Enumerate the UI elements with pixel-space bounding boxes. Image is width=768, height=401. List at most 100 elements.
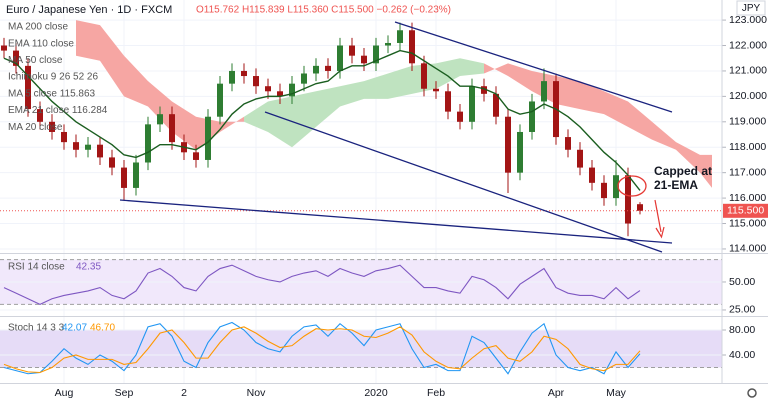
candle-body xyxy=(73,142,79,150)
highlight-ellipse xyxy=(617,175,647,197)
ichimoku-cloud xyxy=(340,81,364,107)
candle-body xyxy=(469,86,475,122)
indicator-line xyxy=(3,321,641,375)
arrow-head xyxy=(655,226,665,239)
candle-body xyxy=(385,42,391,46)
stoch-d-value: 46.70 xyxy=(90,323,115,334)
candle-body xyxy=(505,116,511,173)
stoch-k-value: 42.07 xyxy=(62,323,87,334)
candle-body xyxy=(373,45,379,64)
candle-body xyxy=(433,88,439,92)
ichimoku-cloud xyxy=(556,76,580,110)
candle-body xyxy=(13,50,19,66)
ichimoku-cloud xyxy=(436,58,460,89)
candle-body xyxy=(481,86,487,94)
candle-body xyxy=(217,83,223,117)
candle-body xyxy=(325,65,331,71)
y-tick-label: 116.000 xyxy=(729,192,766,204)
x-tick-label: Sep xyxy=(115,387,134,399)
x-tick-label: 2020 xyxy=(364,387,388,399)
candle-body xyxy=(637,204,643,211)
y-tick-label: 25.00 xyxy=(729,304,755,316)
ichimoku-cloud xyxy=(76,20,100,61)
indicator-legend-item: MA 50 close xyxy=(8,55,63,66)
y-tick-label: 40.00 xyxy=(729,349,755,361)
y-tick-label: 123.000 xyxy=(729,14,767,26)
candle-body xyxy=(145,124,151,163)
indicator-legend-item: EMA 110 close xyxy=(8,38,74,49)
y-tick-label: 117.000 xyxy=(729,166,766,178)
ichimoku-cloud xyxy=(604,91,628,127)
candle-body xyxy=(193,152,199,160)
candle-body xyxy=(541,81,547,102)
y-tick-label: 80.00 xyxy=(729,324,755,336)
indicator-legend-item: EMA 21 close 116.284 xyxy=(8,105,108,116)
indicator-legend-item: MA 20 close xyxy=(8,122,63,133)
candle-body xyxy=(133,162,139,188)
ohlc-readout: O115.762 H115.839 L115.360 C115.500 −0.2… xyxy=(196,5,451,16)
annotation-line: 21-EMA xyxy=(654,178,698,192)
candle-body xyxy=(277,91,283,97)
ichimoku-cloud xyxy=(676,142,700,173)
candle-body xyxy=(49,121,55,132)
ichimoku-cloud xyxy=(460,58,484,77)
candle-body xyxy=(337,45,343,71)
indicator-legend-item: MA 5 close 115.863 xyxy=(8,88,96,99)
candle-body xyxy=(589,167,595,183)
x-tick-label: May xyxy=(606,387,627,399)
candle-body xyxy=(625,175,631,224)
y-tick-label: 115.000 xyxy=(729,217,766,229)
candle-body xyxy=(349,45,355,56)
candle-body xyxy=(169,114,175,143)
y-tick-label: 114.000 xyxy=(729,243,766,255)
last-price-label: 115.500 xyxy=(727,205,764,217)
candle-body xyxy=(313,65,319,74)
stoch-title: Stoch 14 3 3 xyxy=(8,323,65,334)
candle-body xyxy=(121,167,127,188)
ichimoku-cloud xyxy=(220,116,244,132)
ichimoku-cloud xyxy=(316,86,340,127)
candle-body xyxy=(361,55,367,64)
ichimoku-cloud xyxy=(700,154,712,188)
candle-body xyxy=(265,86,271,92)
candle-body xyxy=(253,76,259,87)
y-tick-label: 121.000 xyxy=(729,65,767,77)
candle-body xyxy=(97,144,103,158)
x-tick-label: Feb xyxy=(427,387,445,399)
candle-body xyxy=(61,131,67,143)
candle-body xyxy=(241,70,247,77)
rsi-value: 42.35 xyxy=(76,262,101,273)
channel-bottom-line xyxy=(264,111,663,253)
candle-body xyxy=(37,109,43,122)
x-tick-label: Apr xyxy=(548,387,565,399)
currency-label: JPY xyxy=(742,3,761,14)
ichimoku-cloud xyxy=(172,101,196,150)
candle-body xyxy=(1,45,7,51)
candle-body xyxy=(577,149,583,168)
candle-body xyxy=(205,116,211,160)
candle-body xyxy=(85,144,91,150)
indicator-line xyxy=(3,326,641,374)
rsi-title: RSI 14 close xyxy=(8,262,65,273)
x-tick-label: 2 xyxy=(181,387,187,399)
y-tick-label: 119.000 xyxy=(729,116,766,128)
y-tick-label: 120.000 xyxy=(729,90,767,102)
indicator-legend: MA 200 close EMA 110 close MA 50 close Ichi… xyxy=(8,22,108,133)
candle-body xyxy=(109,157,115,168)
candle-body xyxy=(445,91,451,112)
candle-body xyxy=(301,73,307,84)
settings-icon[interactable] xyxy=(747,388,757,398)
ichimoku-cloud xyxy=(652,121,676,150)
ichimoku-cloud xyxy=(124,55,148,107)
ichimoku-cloud xyxy=(388,65,412,99)
candle-body xyxy=(457,111,463,122)
ichimoku-cloud xyxy=(292,91,316,148)
y-tick-label: 118.000 xyxy=(729,141,766,153)
currency-box xyxy=(736,0,766,16)
indicator-legend-item: Ichimoku 9 26 52 26 xyxy=(8,72,98,83)
annotation-line: Capped at xyxy=(654,164,712,178)
candle-body xyxy=(289,83,295,97)
support-line xyxy=(119,199,673,244)
arrow-shaft xyxy=(654,199,662,233)
